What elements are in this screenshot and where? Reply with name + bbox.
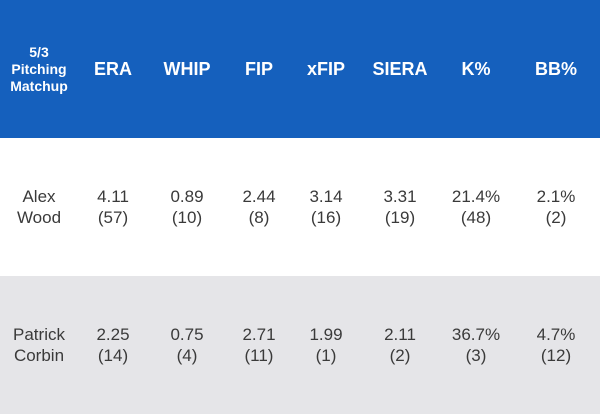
stat-cell-fip: 2.71 (11) — [226, 324, 292, 366]
stat-rank: (14) — [97, 346, 129, 365]
column-header-siera: SIERA — [372, 58, 428, 79]
stat-cell-siera: 2.11 (2) — [360, 324, 440, 366]
stat-rank: (2) — [389, 346, 411, 365]
stat-value: 4.11 — [97, 187, 129, 206]
stat-rank: (10) — [171, 208, 203, 227]
stat-rank: (8) — [248, 208, 270, 227]
stat-rank: (12) — [540, 346, 572, 365]
stat-value: 36.7% — [451, 325, 501, 344]
matchup-label-line3: Matchup — [10, 77, 68, 94]
table-row: Alex Wood 4.11 (57) 0.89 (10) 2.44 (8) 3… — [0, 138, 600, 276]
stat-value: 4.7% — [536, 325, 576, 344]
matchup-header-cell: 5/3 Pitching Matchup — [0, 44, 78, 95]
table-row: Patrick Corbin 2.25 (14) 0.75 (4) 2.71 (… — [0, 276, 600, 414]
stat-cell-xfip: 3.14 (16) — [292, 186, 360, 228]
stat-rank: (1) — [315, 346, 337, 365]
stat-cell-whip: 0.75 (4) — [148, 324, 226, 366]
stat-value: 0.89 — [170, 187, 204, 206]
stat-cell-fip: 2.44 (8) — [226, 186, 292, 228]
stat-value: 2.11 — [384, 325, 416, 344]
matchup-label-line2: Pitching — [11, 60, 67, 77]
stat-cell-bb-pct: 2.1% (2) — [512, 186, 600, 228]
pitcher-name-cell: Alex Wood — [0, 186, 78, 228]
pitcher-last-name: Corbin — [13, 346, 65, 365]
stat-rank: (11) — [244, 346, 274, 365]
stat-rank: (19) — [384, 208, 416, 227]
pitcher-first-name: Patrick — [13, 325, 65, 344]
stat-rank: (3) — [465, 346, 487, 365]
stat-value: 2.1% — [536, 187, 576, 206]
stat-value: 1.99 — [309, 325, 343, 344]
stat-cell-k-pct: 21.4% (48) — [440, 186, 512, 228]
pitcher-last-name: Wood — [16, 208, 62, 227]
stat-cell-k-pct: 36.7% (3) — [440, 324, 512, 366]
stat-cell-era: 4.11 (57) — [78, 186, 148, 228]
column-header-xfip: xFIP — [306, 58, 345, 79]
stat-value: 3.31 — [383, 187, 417, 206]
pitcher-name-cell: Patrick Corbin — [0, 324, 78, 366]
matchup-date: 5/3 — [29, 43, 49, 60]
stat-value: 21.4% — [451, 187, 501, 206]
stat-value: 2.25 — [96, 325, 130, 344]
stat-cell-bb-pct: 4.7% (12) — [512, 324, 600, 366]
stat-cell-era: 2.25 (14) — [78, 324, 148, 366]
stat-value: 0.75 — [170, 325, 204, 344]
pitcher-first-name: Alex — [22, 187, 56, 206]
column-header-bb-pct: BB% — [534, 58, 577, 79]
stat-rank: (57) — [97, 208, 129, 227]
stat-cell-xfip: 1.99 (1) — [292, 324, 360, 366]
stat-rank: (16) — [310, 208, 342, 227]
stat-cell-siera: 3.31 (19) — [360, 186, 440, 228]
column-header-era: ERA — [93, 58, 132, 79]
column-header-fip: FIP — [244, 58, 273, 79]
column-header-whip: WHIP — [163, 58, 211, 79]
stat-rank: (4) — [176, 346, 198, 365]
column-header-k-pct: K% — [461, 58, 491, 79]
stat-value: 3.14 — [309, 187, 343, 206]
stat-cell-whip: 0.89 (10) — [148, 186, 226, 228]
stat-value: 2.71 — [242, 325, 276, 344]
stat-rank: (48) — [460, 208, 492, 227]
stat-rank: (2) — [545, 208, 567, 227]
stat-value: 2.44 — [242, 187, 276, 206]
table-header-row: 5/3 Pitching Matchup ERA WHIP FIP xFIP S… — [0, 0, 600, 138]
